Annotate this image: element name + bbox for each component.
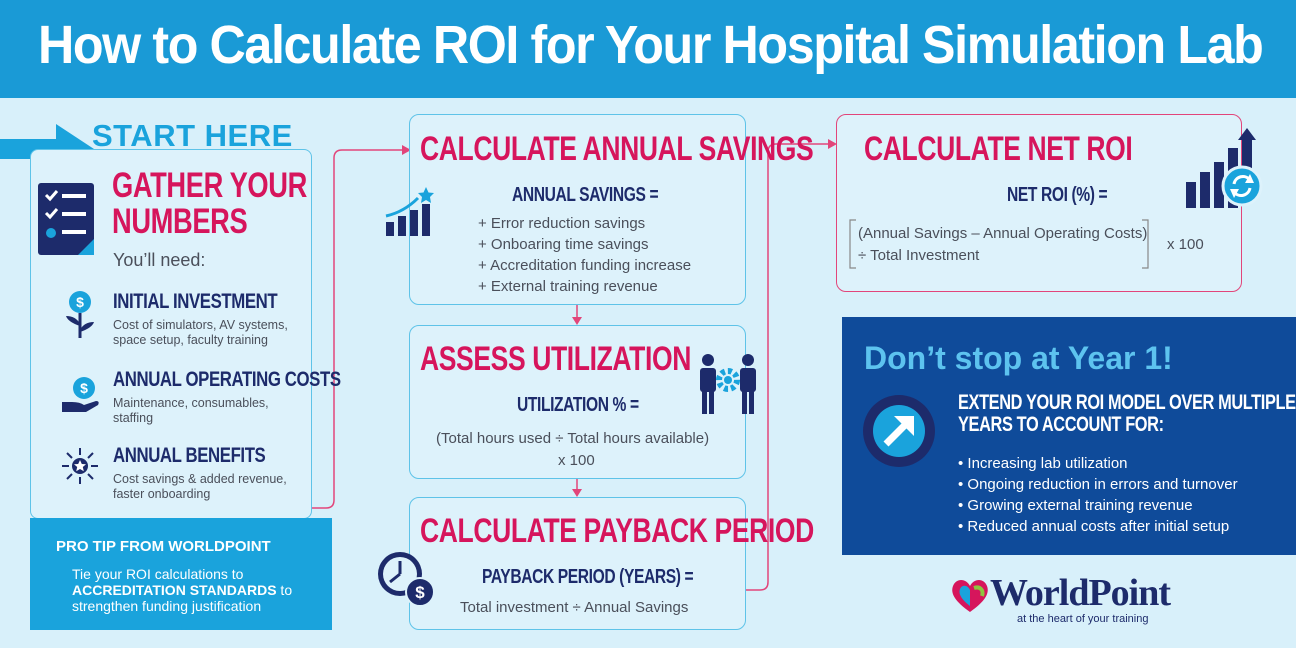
hand-coin-icon: $ [62,377,99,412]
operating-costs-desc: Maintenance, consumables, staffing [113,396,398,426]
annual-savings-title: CALCULATE ANNUAL SAVINGS [420,130,814,168]
list-item: • Reduced annual costs after initial set… [958,518,1230,535]
net-roi-formula: NET ROI (%) = [1007,184,1108,206]
initial-investment-desc-line1: Cost of simulators, AV systems, [113,318,288,332]
pro-tip-title: PRO TIP FROM WORLDPOINT [56,538,271,555]
people-gear-icon [700,354,756,414]
multi-year-subheading: EXTEND YOUR ROI MODEL OVER MULTIPLE YEAR… [958,392,1296,436]
svg-text:$: $ [415,583,425,602]
worldpoint-heart-logo-icon [952,580,988,612]
page-title: How to Calculate ROI for Your Hospital S… [38,15,1264,75]
utilization-title: ASSESS UTILIZATION [420,340,691,378]
gather-title: GATHER YOUR NUMBERS [112,168,307,240]
initial-investment-title: INITIAL INVESTMENT [113,290,278,313]
pro-tip-body-bold: ACCREDITATION STANDARDS [72,582,277,598]
pro-tip-body: Tie your ROI calculations to ACCREDITATIO… [72,566,312,614]
svg-text:$: $ [80,380,88,396]
annual-savings-list: + Error reduction savings + Onboaring ti… [478,213,691,297]
utilization-line1: (Total hours used ÷ Total hours availabl… [436,430,710,447]
payback-card [409,497,746,630]
list-item: • Ongoing reduction in errors and turnov… [958,476,1238,493]
multi-year-sub-line1: EXTEND YOUR ROI MODEL OVER MULTIPLE [958,391,1296,414]
list-item: • Increasing lab utilization [958,455,1128,472]
plant-dollar-icon: $ [66,291,94,338]
brand-name: WorldPoint [990,572,1171,614]
operating-costs-desc-line2: staffing [113,411,154,425]
list-item: + Onboaring time savings [478,236,649,253]
checklist-icon [38,183,94,255]
annual-benefits-desc-line2: faster onboarding [113,487,211,501]
annual-benefits-desc-line1: Cost savings & added revenue, [113,472,287,486]
net-roi-title: CALCULATE NET ROI [864,130,1133,168]
initial-investment-desc: Cost of simulators, AV systems, space se… [113,318,318,348]
header-banner: How to Calculate ROI for Your Hospital S… [0,0,1296,98]
svg-text:$: $ [76,294,84,310]
pro-tip-body-pre: Tie your ROI calculations to [72,566,244,582]
operating-costs-title: ANNUAL OPERATING COSTS [113,368,341,391]
need-label: You’ll need: [113,250,206,270]
multi-year-sub-line2: YEARS TO ACCOUNT FOR: [958,413,1164,436]
start-here-label: START HERE [92,118,293,153]
clock-dollar-icon: $ [378,552,435,607]
net-roi-card [836,114,1242,292]
utilization-card [409,325,746,479]
payback-formula: PAYBACK PERIOD (YEARS) = [482,566,694,588]
diagonal-arrow-icon [863,395,935,467]
list-item: + External training revenue [478,278,658,295]
initial-investment-block: INITIAL INVESTMENT Cost of simulators, A… [113,290,318,348]
utilization-line2: x 100 [558,452,595,469]
net-roi-times: x 100 [1167,236,1204,253]
gather-title-line2: NUMBERS [112,202,248,241]
pro-tip-box: PRO TIP FROM WORLDPOINT Tie your ROI cal… [30,518,332,630]
payback-title: CALCULATE PAYBACK PERIOD [420,512,814,550]
annual-savings-formula: ANNUAL SAVINGS = [512,184,659,206]
multi-year-list: • Increasing lab utilization • Ongoing r… [958,453,1238,537]
utilization-formula: UTILIZATION % = [517,394,639,416]
growth-chart-icon [385,187,434,236]
annual-benefits-title: ANNUAL BENEFITS [113,444,266,467]
brand-tagline: at the heart of your training [1017,613,1149,625]
gather-title-line1: GATHER YOUR [112,166,307,205]
multi-year-heading: Don’t stop at Year 1! [864,340,1173,376]
net-roi-line2: ÷ Total Investment [858,247,980,264]
star-burst-icon [62,448,98,484]
list-item: + Error reduction savings [478,215,646,232]
net-roi-brackets [849,219,1149,269]
list-item: + Accreditation funding increase [478,257,692,274]
pro-tip-body-post: to strengthen funding justification [72,582,293,614]
bar-chart-refresh-icon [1186,128,1263,208]
annual-benefits-desc: Cost savings & added revenue, faster onb… [113,472,303,502]
initial-investment-desc-line2: space setup, faculty training [113,333,268,347]
net-roi-line1: (Annual Savings – Annual Operating Costs… [858,225,1148,242]
list-item: • Growing external training revenue [958,497,1193,514]
operating-costs-block: ANNUAL OPERATING COSTS Maintenance, cons… [113,368,398,426]
payback-line1: Total investment ÷ Annual Savings [460,599,689,616]
annual-benefits-block: ANNUAL BENEFITS Cost savings & added rev… [113,444,303,502]
operating-costs-desc-line1: Maintenance, consumables, [113,396,269,410]
annual-savings-card [409,114,746,305]
